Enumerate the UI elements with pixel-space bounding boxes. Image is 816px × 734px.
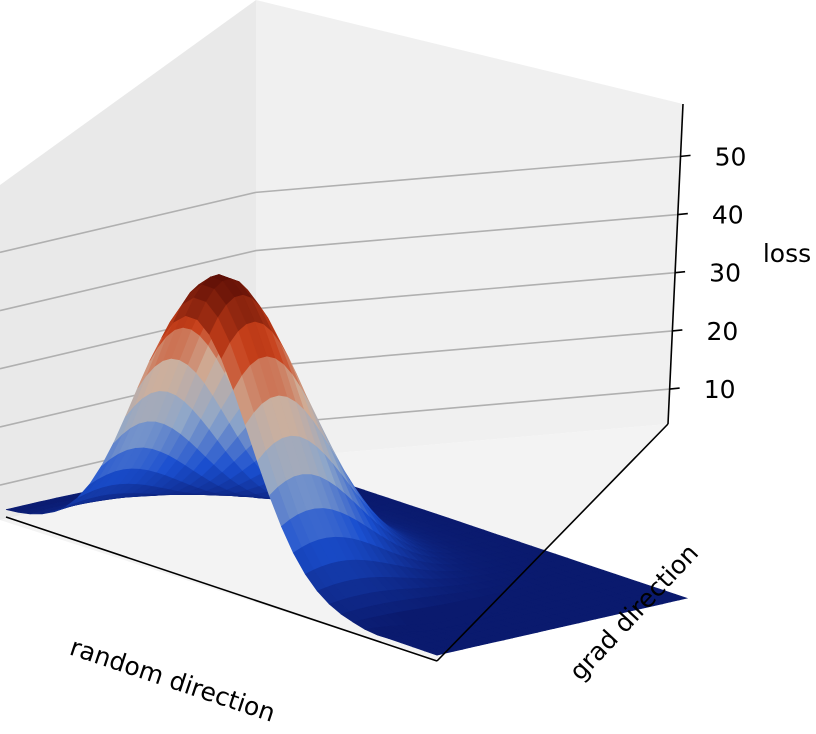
z-ticks: 10 20 30 40 50	[669, 142, 747, 404]
x-axis-label: random direction	[66, 632, 279, 728]
z-tick-mark	[672, 329, 683, 332]
right-back-pane	[256, 0, 683, 460]
axes	[5, 103, 684, 662]
z-axis-line	[667, 103, 684, 425]
loss-surface	[5, 274, 689, 656]
z-gridline	[0, 155, 681, 254]
z-tick-mark	[669, 387, 680, 390]
z-tick-label: 20	[706, 317, 738, 346]
z-tick-mark	[675, 270, 686, 274]
z-tick-label: 10	[704, 375, 736, 404]
z-tick-mark	[677, 212, 688, 216]
y-axis-line	[436, 423, 669, 662]
z-gridline	[0, 213, 678, 312]
z-axis-label: loss	[763, 239, 811, 268]
z-tick-label: 50	[715, 142, 747, 171]
z-tick-label: 30	[709, 259, 741, 288]
x-axis-line	[5, 516, 438, 662]
z-tick-mark	[680, 154, 691, 158]
z-tick-label: 40	[712, 201, 744, 230]
